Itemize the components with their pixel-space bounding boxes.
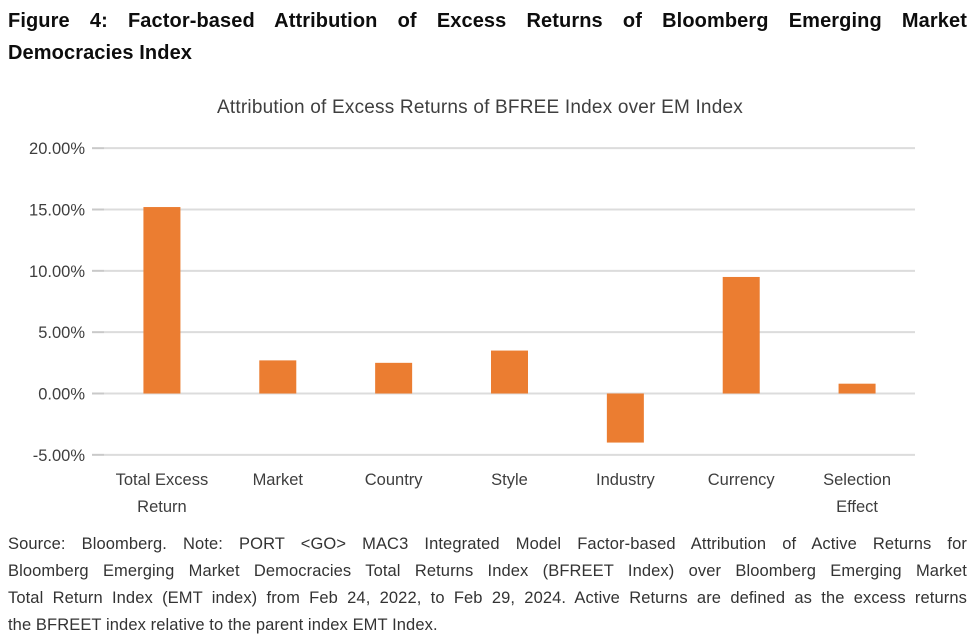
- bar: [722, 276, 760, 394]
- x-category-label: Return: [137, 498, 187, 515]
- y-tick-label: 0.00%: [38, 386, 85, 404]
- y-tick-label: 5.00%: [38, 324, 85, 342]
- x-category-label: Style: [491, 471, 528, 489]
- y-tick-label: 10.00%: [29, 263, 85, 281]
- plot-svg: 20.00% 15.00% 10.00% 5.00% 0.00% -5.00% Total …: [29, 140, 915, 515]
- bar: [606, 393, 644, 443]
- x-category-label: Market: [253, 471, 304, 489]
- bar: [375, 362, 413, 394]
- x-category-label: Industry: [596, 471, 655, 489]
- footnote-line-3: Total Return Index (EMT index) from Feb …: [8, 589, 967, 607]
- bar: [143, 207, 181, 394]
- footnote-line-2: Bloomberg Emerging Market Democracies To…: [8, 562, 967, 580]
- footnote: Source: Bloomberg. Note: PORT <GO> MAC3 …: [8, 531, 967, 639]
- figure-title: Figure 4: Factor-based Attribution of Ex…: [8, 5, 967, 69]
- x-category-label: Currency: [708, 471, 776, 489]
- footnote-line-4: the BFREET index relative to the parent …: [8, 616, 438, 634]
- x-category-label: Total Excess: [116, 471, 209, 489]
- x-category-label: Effect: [836, 498, 878, 515]
- y-tick-label: 15.00%: [29, 201, 85, 219]
- y-tick-label: 20.00%: [29, 140, 85, 158]
- chart-title: Attribution of Excess Returns of BFREE I…: [217, 97, 743, 118]
- x-category-label: Selection: [823, 471, 891, 489]
- bar: [491, 350, 528, 394]
- figure-title-line-2: Democracies Index: [8, 42, 193, 64]
- bar: [838, 383, 876, 394]
- y-tick-label: -5.00%: [33, 447, 86, 465]
- x-category-label: Country: [365, 471, 424, 489]
- bar: [259, 360, 297, 394]
- footnote-line-1: Source: Bloomberg. Note: PORT <GO> MAC3 …: [8, 535, 967, 553]
- figure-title-line-1: Figure 4: Factor-based Attribution of Ex…: [8, 10, 967, 32]
